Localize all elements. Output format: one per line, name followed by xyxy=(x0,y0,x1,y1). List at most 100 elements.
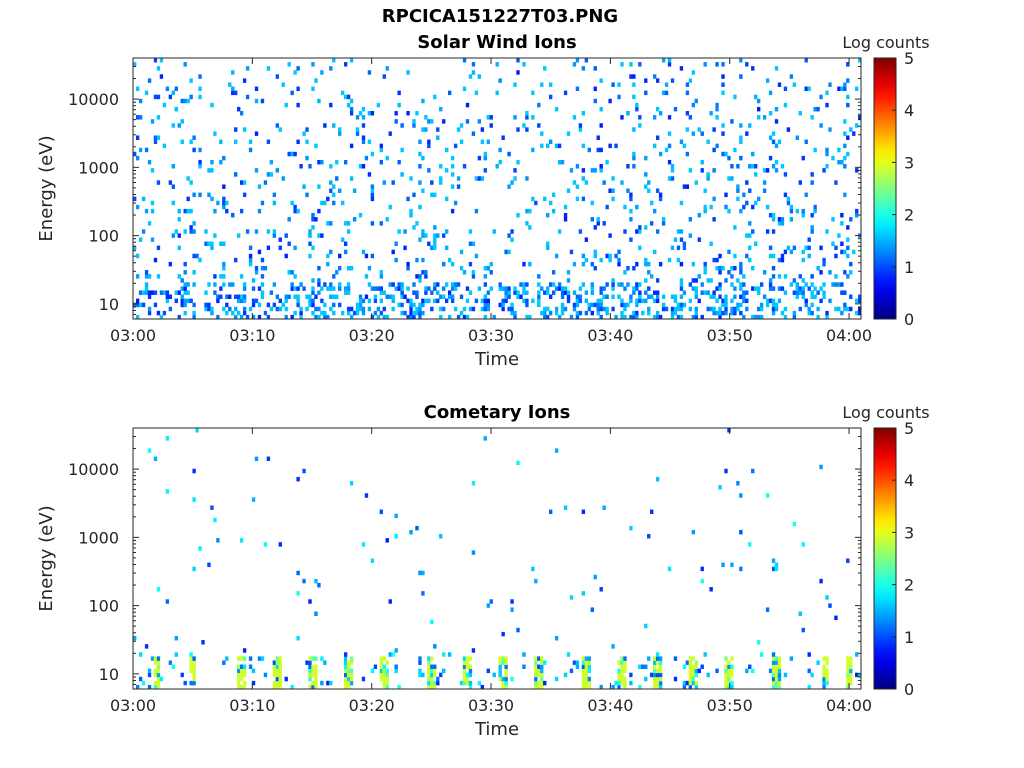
heatmap-cell xyxy=(566,270,571,275)
heatmap-cell xyxy=(156,660,161,665)
colorbar-tick-label: 4 xyxy=(904,471,914,490)
heatmap-cell xyxy=(403,245,407,251)
heatmap-cell xyxy=(712,257,716,263)
heatmap-cell xyxy=(311,86,315,92)
heatmap-cell xyxy=(540,680,544,686)
heatmap-cell xyxy=(825,668,829,674)
heatmap-cell xyxy=(581,143,586,149)
heatmap-cell xyxy=(560,159,565,165)
heatmap-cell xyxy=(653,668,657,674)
heatmap-cell xyxy=(655,680,660,686)
heatmap-cell xyxy=(575,184,580,189)
heatmap-cell xyxy=(296,208,300,214)
heatmap-cell xyxy=(186,176,190,181)
heatmap-cell xyxy=(150,290,155,295)
heatmap-cell xyxy=(213,131,217,136)
heatmap-cell xyxy=(462,680,467,686)
heatmap-cell xyxy=(718,306,722,312)
heatmap-cell xyxy=(216,298,220,304)
heatmap-cell xyxy=(783,306,788,312)
heatmap-cell xyxy=(774,672,779,678)
heatmap-cell xyxy=(765,168,770,173)
heatmap-cell xyxy=(751,66,755,71)
heatmap-cell xyxy=(436,676,440,682)
heatmap-cell xyxy=(777,680,782,686)
heatmap-cell xyxy=(329,66,333,71)
heatmap-cell xyxy=(222,204,226,210)
heatmap-cell xyxy=(320,286,324,291)
heatmap-cell xyxy=(739,286,743,291)
heatmap-cell xyxy=(608,188,612,193)
heatmap-cell xyxy=(694,672,698,678)
heatmap-cell xyxy=(540,684,544,690)
heatmap-cell xyxy=(418,668,422,674)
heatmap-cell xyxy=(311,62,315,67)
heatmap-cell xyxy=(798,111,802,116)
heatmap-cell xyxy=(192,282,196,287)
heatmap-cell xyxy=(242,294,247,300)
heatmap-cell xyxy=(691,131,695,136)
heatmap-cell xyxy=(813,147,817,153)
heatmap-cell xyxy=(388,294,392,300)
heatmap-cell xyxy=(611,286,615,291)
heatmap-cell xyxy=(653,664,657,670)
heatmap-cell xyxy=(834,306,838,312)
heatmap-cell xyxy=(284,676,288,682)
plot-frame xyxy=(132,57,862,320)
heatmap-cell xyxy=(305,127,309,132)
heatmap-cell xyxy=(733,225,737,230)
heatmap-cell xyxy=(311,664,315,670)
heatmap-cell xyxy=(554,286,559,291)
heatmap-cell xyxy=(771,310,776,316)
heatmap-cell xyxy=(177,217,181,222)
heatmap-cell xyxy=(828,270,832,275)
heatmap-cell xyxy=(248,147,253,153)
heatmap-cell xyxy=(546,286,550,291)
heatmap-cell xyxy=(858,115,862,120)
heatmap-cell xyxy=(468,229,473,234)
heatmap-cell xyxy=(459,680,464,686)
heatmap-cell xyxy=(828,127,832,132)
heatmap-cell xyxy=(239,294,244,300)
heatmap-cell xyxy=(296,139,300,145)
heatmap-cell xyxy=(133,151,137,157)
heatmap-cell xyxy=(712,310,716,316)
heatmap-cell xyxy=(468,290,473,295)
heatmap-cell xyxy=(575,164,580,169)
heatmap-cell xyxy=(739,270,743,275)
heatmap-cell xyxy=(831,241,835,246)
heatmap-cell xyxy=(584,298,589,304)
heatmap-cell xyxy=(409,306,413,312)
heatmap-cell xyxy=(135,155,140,161)
heatmap-cell xyxy=(326,286,330,291)
heatmap-cell xyxy=(596,221,600,226)
heatmap-cell xyxy=(543,660,547,665)
heatmap-cell xyxy=(780,164,785,169)
heatmap-cell xyxy=(135,314,140,320)
heatmap-cell xyxy=(611,644,615,649)
heatmap-cell xyxy=(459,265,464,271)
heatmap-cell xyxy=(653,115,657,120)
heatmap-cell xyxy=(424,270,428,275)
heatmap-cell xyxy=(308,660,312,665)
heatmap-cell xyxy=(575,664,580,670)
heatmap-cell xyxy=(263,542,268,547)
colorbar xyxy=(873,427,897,690)
heatmap-cell xyxy=(757,286,761,291)
heatmap-cell xyxy=(430,180,434,185)
heatmap-cell xyxy=(572,290,577,295)
heatmap-cell xyxy=(189,664,193,670)
heatmap-cell xyxy=(849,676,853,682)
heatmap-cell xyxy=(644,172,648,177)
heatmap-cell xyxy=(712,294,716,300)
heatmap-cell xyxy=(745,306,749,312)
heatmap-cell xyxy=(831,282,835,287)
heatmap-cell xyxy=(245,229,250,234)
heatmap-cell xyxy=(810,302,814,308)
heatmap-cell xyxy=(754,94,758,100)
heatmap-cell xyxy=(394,119,398,124)
heatmap-cell xyxy=(275,668,279,674)
heatmap-cell xyxy=(617,294,621,300)
heatmap-cell xyxy=(150,208,155,214)
